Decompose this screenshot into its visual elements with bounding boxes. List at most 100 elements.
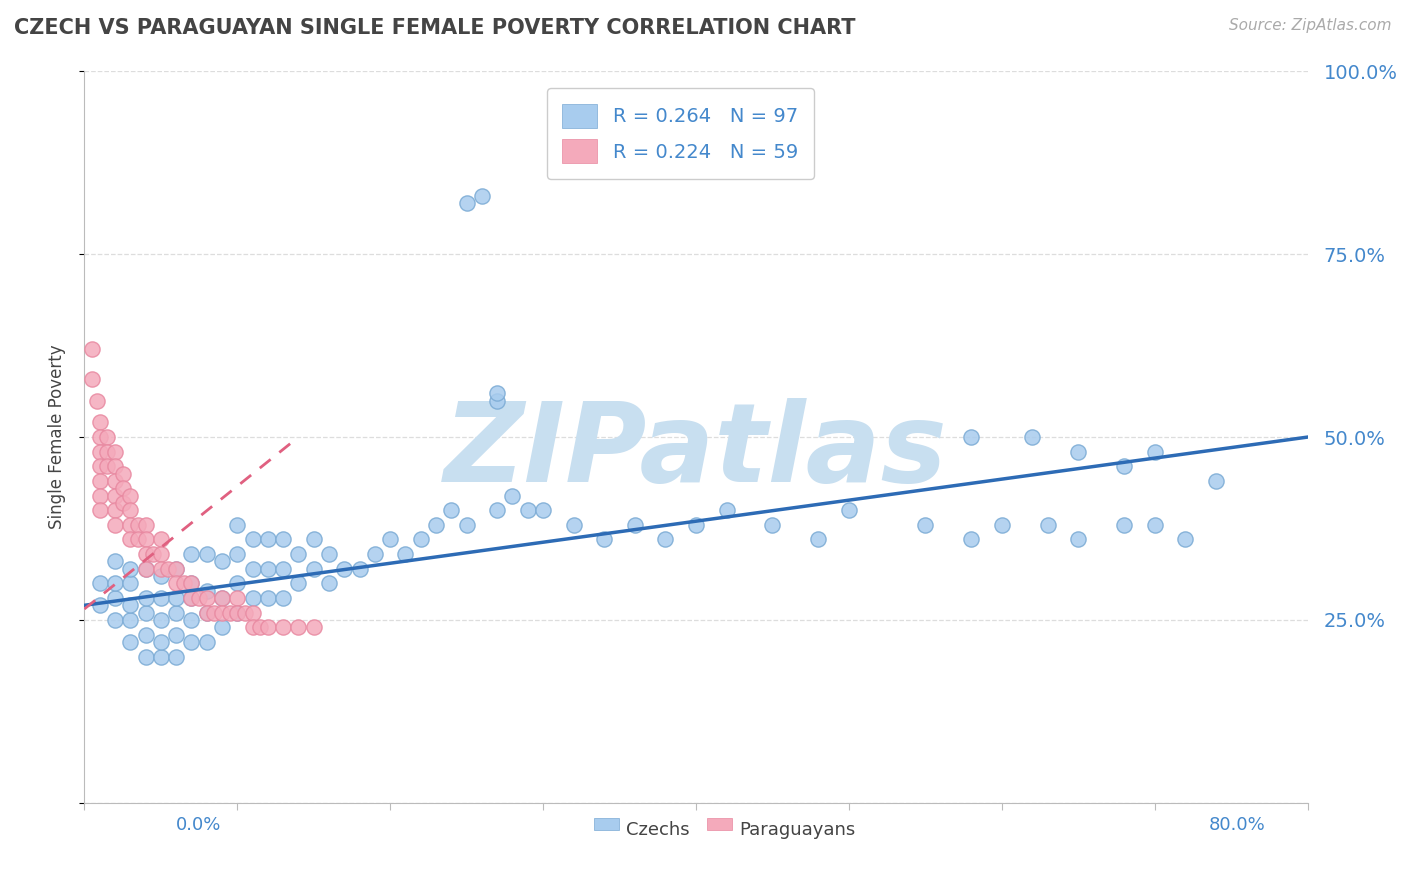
Text: ZIPatlas: ZIPatlas: [444, 398, 948, 505]
Point: [111, 467, 134, 481]
Point: [195, 583, 218, 598]
Point: [242, 606, 264, 620]
Point: [89, 576, 111, 591]
Point: [135, 591, 157, 605]
Point: [226, 576, 249, 591]
Point: [165, 562, 187, 576]
Point: [624, 517, 647, 532]
Point: [89, 474, 111, 488]
Point: [349, 562, 371, 576]
Point: [271, 533, 294, 547]
Point: [120, 489, 142, 503]
Point: [562, 517, 585, 532]
Point: [991, 517, 1014, 532]
Text: 80.0%: 80.0%: [1209, 816, 1265, 834]
Text: Czechs: Czechs: [627, 821, 690, 838]
Text: CZECH VS PARAGUAYAN SINGLE FEMALE POVERTY CORRELATION CHART: CZECH VS PARAGUAYAN SINGLE FEMALE POVERT…: [14, 18, 856, 37]
Point: [165, 606, 187, 620]
Point: [302, 620, 325, 634]
Point: [333, 562, 356, 576]
Point: [249, 620, 271, 634]
Point: [157, 562, 180, 576]
Point: [242, 620, 264, 634]
Point: [188, 591, 211, 605]
Point: [211, 606, 233, 620]
Point: [149, 613, 172, 627]
Point: [127, 517, 149, 532]
Point: [120, 599, 142, 613]
Point: [257, 533, 280, 547]
Point: [149, 533, 172, 547]
Point: [135, 627, 157, 641]
Point: [1114, 459, 1136, 474]
Point: [180, 547, 202, 561]
Point: [120, 533, 142, 547]
Point: [271, 620, 294, 634]
Point: [226, 606, 249, 620]
Point: [165, 562, 187, 576]
Point: [202, 606, 225, 620]
Point: [96, 459, 118, 474]
Point: [486, 393, 509, 408]
Point: [180, 613, 202, 627]
Point: [425, 517, 447, 532]
Point: [593, 533, 616, 547]
Point: [180, 591, 202, 605]
Point: [257, 591, 280, 605]
Legend: R = 0.264   N = 97, R = 0.224   N = 59: R = 0.264 N = 97, R = 0.224 N = 59: [547, 88, 814, 178]
Point: [471, 188, 494, 202]
Point: [165, 627, 187, 641]
Point: [195, 606, 218, 620]
Point: [104, 444, 127, 458]
Point: [180, 576, 202, 591]
Point: [104, 554, 127, 568]
Point: [149, 562, 172, 576]
Point: [486, 503, 509, 517]
Point: [195, 591, 218, 605]
Point: [104, 576, 127, 591]
Point: [1205, 474, 1227, 488]
Point: [104, 459, 127, 474]
Point: [211, 620, 233, 634]
Point: [180, 635, 202, 649]
Point: [127, 533, 149, 547]
Point: [149, 635, 172, 649]
Point: [135, 562, 157, 576]
Point: [531, 503, 554, 517]
Point: [120, 562, 142, 576]
Point: [111, 496, 134, 510]
Text: Paraguayans: Paraguayans: [740, 821, 855, 838]
Point: [287, 620, 309, 634]
Point: [318, 576, 340, 591]
Point: [135, 606, 157, 620]
Point: [120, 503, 142, 517]
Point: [86, 393, 108, 408]
Point: [89, 503, 111, 517]
Point: [149, 569, 172, 583]
Point: [1067, 444, 1090, 458]
Point: [287, 576, 309, 591]
Point: [394, 547, 416, 561]
Point: [960, 533, 983, 547]
Point: [226, 517, 249, 532]
Point: [96, 444, 118, 458]
Point: [271, 591, 294, 605]
Point: [120, 517, 142, 532]
Point: [257, 620, 280, 634]
Point: [456, 517, 478, 532]
Point: [218, 606, 240, 620]
Point: [135, 649, 157, 664]
Point: [135, 547, 157, 561]
Point: [195, 547, 218, 561]
Point: [80, 343, 103, 357]
Point: [211, 554, 233, 568]
Point: [135, 533, 157, 547]
Point: [486, 386, 509, 401]
Point: [135, 562, 157, 576]
Point: [173, 576, 195, 591]
Point: [104, 489, 127, 503]
Point: [242, 533, 264, 547]
Point: [409, 533, 432, 547]
Point: [761, 517, 783, 532]
Point: [1174, 533, 1197, 547]
